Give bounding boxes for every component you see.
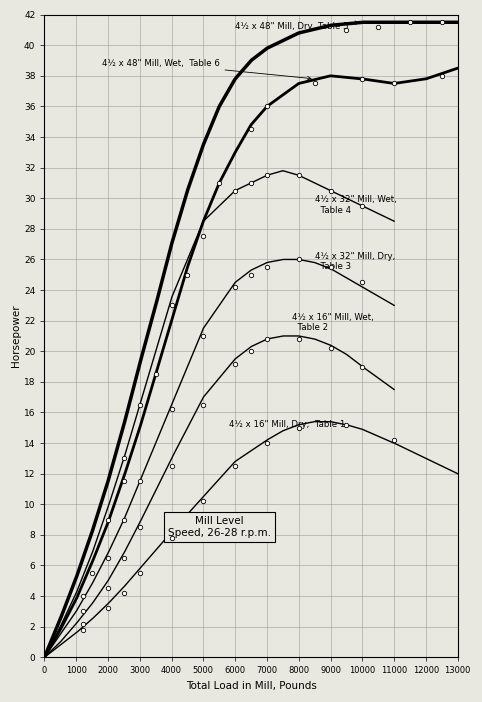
Point — [120, 476, 128, 487]
Point — [231, 461, 239, 472]
Text: 4½ x 48" Mill, Wet,  Table 6: 4½ x 48" Mill, Wet, Table 6 — [102, 59, 311, 80]
Text: 4½ x 32" Mill, Dry,
  Table 3: 4½ x 32" Mill, Dry, Table 3 — [315, 252, 395, 271]
Text: Mill Level
Speed, 26-28 r.p.m.: Mill Level Speed, 26-28 r.p.m. — [168, 517, 271, 538]
Point — [120, 588, 128, 599]
Point — [200, 399, 207, 411]
Y-axis label: Horsepower: Horsepower — [11, 305, 21, 367]
Point — [295, 170, 303, 181]
Point — [247, 178, 255, 189]
Point — [168, 461, 175, 472]
Point — [104, 552, 112, 564]
Point — [263, 261, 271, 272]
Point — [200, 496, 207, 507]
Point — [311, 78, 319, 89]
Point — [120, 552, 128, 564]
Point — [263, 170, 271, 181]
Point — [104, 583, 112, 594]
Point — [168, 300, 175, 311]
Point — [327, 185, 335, 196]
Point — [295, 422, 303, 433]
Point — [152, 369, 160, 380]
Point — [359, 73, 366, 84]
Point — [88, 567, 96, 578]
Point — [184, 269, 191, 280]
Point — [390, 78, 398, 89]
Point — [295, 254, 303, 265]
Point — [120, 453, 128, 464]
Point — [327, 343, 335, 354]
Point — [200, 231, 207, 242]
Point — [343, 419, 350, 430]
Point — [247, 269, 255, 280]
Point — [263, 333, 271, 345]
Point — [200, 331, 207, 342]
Point — [359, 200, 366, 211]
Point — [136, 522, 144, 533]
Point — [79, 618, 86, 629]
Point — [120, 514, 128, 525]
Point — [136, 476, 144, 487]
Point — [79, 590, 86, 602]
X-axis label: Total Load in Mill, Pounds: Total Load in Mill, Pounds — [186, 681, 317, 691]
Point — [104, 603, 112, 614]
Point — [231, 358, 239, 369]
Point — [168, 532, 175, 543]
Text: 4½ x 32" Mill, Wet,
  Table 4: 4½ x 32" Mill, Wet, Table 4 — [315, 195, 396, 215]
Point — [247, 345, 255, 357]
Point — [231, 282, 239, 293]
Point — [215, 178, 223, 189]
Point — [136, 399, 144, 411]
Point — [438, 17, 446, 28]
Point — [263, 101, 271, 112]
Point — [168, 404, 175, 415]
Point — [79, 606, 86, 617]
Point — [295, 333, 303, 345]
Point — [247, 124, 255, 135]
Point — [343, 25, 350, 36]
Point — [359, 361, 366, 372]
Text: 4½ x 16" Mill, Dry,  Table 1: 4½ x 16" Mill, Dry, Table 1 — [229, 420, 345, 429]
Point — [327, 261, 335, 272]
Point — [438, 70, 446, 81]
Point — [359, 277, 366, 288]
Point — [104, 514, 112, 525]
Point — [375, 21, 382, 32]
Point — [231, 185, 239, 196]
Point — [263, 437, 271, 449]
Text: 4½ x 48" Mill, Dry, Table 5: 4½ x 48" Mill, Dry, Table 5 — [235, 21, 359, 32]
Point — [390, 435, 398, 446]
Point — [79, 624, 86, 635]
Point — [406, 17, 414, 28]
Text: 4½ x 16" Mill, Wet,
  Table 2: 4½ x 16" Mill, Wet, Table 2 — [293, 313, 374, 333]
Point — [136, 567, 144, 578]
